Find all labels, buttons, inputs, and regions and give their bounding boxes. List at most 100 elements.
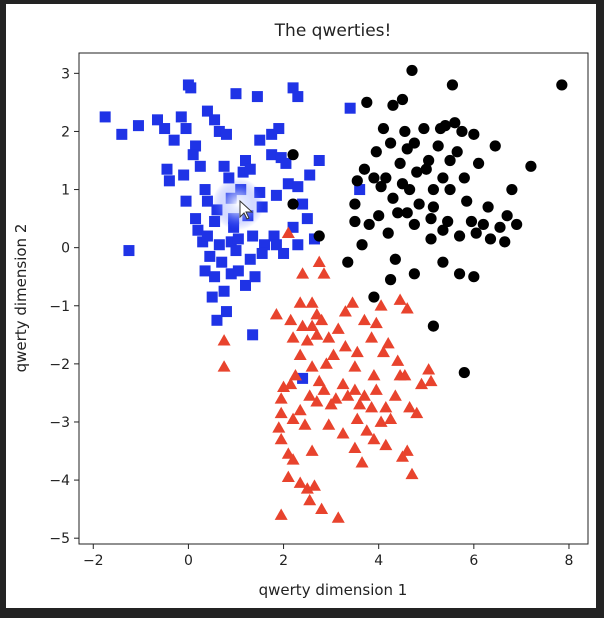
data-point-circle bbox=[456, 125, 468, 138]
data-point-circle bbox=[394, 157, 406, 170]
data-point-triangle bbox=[410, 406, 424, 419]
data-point-square bbox=[237, 166, 249, 178]
data-point-square bbox=[282, 178, 294, 190]
data-point-circle bbox=[377, 122, 390, 135]
data-point-circle bbox=[401, 207, 413, 219]
data-point-circle bbox=[470, 227, 482, 239]
data-point-triangle bbox=[360, 424, 374, 436]
chart-title: The qwerties! bbox=[274, 21, 392, 41]
data-point-square bbox=[201, 195, 213, 207]
data-point-square bbox=[159, 123, 171, 135]
data-point-circle bbox=[489, 140, 501, 152]
data-point-triangle bbox=[274, 432, 288, 445]
data-point-triangle bbox=[305, 296, 319, 308]
data-point-square bbox=[230, 88, 242, 100]
data-point-circle bbox=[349, 215, 361, 228]
data-point-triangle bbox=[403, 400, 417, 413]
data-point-triangle bbox=[277, 380, 291, 392]
data-point-circle bbox=[406, 64, 418, 77]
data-point-square bbox=[225, 236, 237, 248]
data-point-circle bbox=[458, 172, 470, 184]
data-point-triangle bbox=[284, 313, 298, 326]
data-point-square bbox=[190, 140, 202, 152]
x-axis-label: qwerty dimension 1 bbox=[259, 581, 408, 599]
data-point-square bbox=[266, 128, 278, 140]
data-point-square bbox=[280, 157, 292, 169]
data-point-circle bbox=[413, 198, 425, 210]
data-point-triangle bbox=[319, 357, 333, 369]
data-point-triangle bbox=[322, 418, 336, 430]
data-point-square bbox=[116, 128, 128, 140]
data-point-circle bbox=[482, 201, 494, 213]
data-point-triangle bbox=[348, 441, 362, 453]
data-point-triangle bbox=[305, 444, 319, 456]
data-point-circle bbox=[427, 201, 439, 213]
data-point-square bbox=[216, 256, 228, 268]
data-point-square bbox=[199, 184, 211, 196]
data-point-circle bbox=[477, 218, 489, 231]
data-point-circle bbox=[382, 227, 394, 239]
y-tick-label: 1 bbox=[61, 183, 70, 199]
data-point-triangle bbox=[272, 421, 286, 433]
data-point-circle bbox=[437, 224, 449, 236]
data-point-triangle bbox=[350, 345, 364, 358]
data-point-triangle bbox=[310, 395, 324, 407]
data-point-circle bbox=[425, 233, 437, 245]
data-point-square bbox=[247, 329, 259, 341]
data-point-triangle bbox=[327, 348, 340, 361]
data-point-triangle bbox=[300, 334, 314, 346]
data-point-triangle bbox=[274, 392, 288, 404]
data-point-circle bbox=[313, 230, 325, 242]
y-tick-label: 3 bbox=[61, 66, 70, 82]
data-point-circle bbox=[342, 256, 354, 268]
data-point-triangle bbox=[422, 363, 436, 375]
x-axis-ticks: −2 0 2 4 6 8 bbox=[83, 544, 573, 569]
data-point-square bbox=[256, 247, 268, 259]
data-point-square bbox=[244, 253, 256, 265]
y-axis-ticks: 3 2 1 0 −1 −2 −3 −4 −5 bbox=[49, 66, 79, 547]
data-point-circle bbox=[484, 233, 497, 245]
data-point-square bbox=[168, 134, 180, 146]
data-point-triangle bbox=[293, 476, 307, 488]
data-point-triangle bbox=[341, 389, 355, 401]
data-point-triangle bbox=[298, 418, 312, 430]
data-point-triangle bbox=[381, 337, 395, 349]
data-point-triangle bbox=[305, 319, 319, 331]
data-point-triangle bbox=[310, 328, 324, 340]
data-point-triangle bbox=[300, 482, 314, 494]
x-tick-label: 6 bbox=[469, 553, 478, 569]
data-point-square bbox=[247, 230, 259, 242]
data-point-square bbox=[99, 111, 111, 123]
data-point-triangle bbox=[379, 438, 393, 451]
data-point-square bbox=[209, 216, 221, 228]
data-point-square bbox=[313, 154, 325, 166]
data-point-triangle bbox=[310, 307, 324, 320]
data-point-circle bbox=[399, 125, 411, 138]
data-point-circle bbox=[427, 320, 439, 332]
data-point-square bbox=[218, 285, 230, 297]
data-point-triangle bbox=[315, 502, 329, 515]
data-point-circle bbox=[437, 256, 449, 268]
data-point-circle bbox=[506, 183, 518, 196]
data-point-circle bbox=[525, 160, 537, 172]
data-point-circle bbox=[389, 253, 401, 265]
data-point-square bbox=[211, 314, 223, 326]
data-point-circle bbox=[384, 137, 397, 149]
data-point-triangle bbox=[348, 360, 362, 372]
data-point-square bbox=[192, 224, 204, 236]
data-point-triangle bbox=[288, 368, 302, 381]
data-point-triangle bbox=[331, 322, 345, 334]
data-point-circle bbox=[442, 215, 454, 228]
data-point-triangle bbox=[296, 319, 310, 331]
data-point-square bbox=[209, 114, 221, 126]
data-point-square bbox=[197, 236, 209, 248]
x-tick-label: 0 bbox=[184, 553, 193, 569]
data-point-square bbox=[180, 123, 192, 135]
data-point-triangle bbox=[274, 406, 288, 419]
data-point-triangle bbox=[405, 467, 419, 480]
data-point-circle bbox=[396, 178, 409, 190]
data-point-square bbox=[220, 128, 232, 140]
data-point-circle bbox=[408, 218, 420, 231]
y-tick-label: 0 bbox=[61, 241, 70, 257]
data-point-square bbox=[175, 111, 187, 123]
